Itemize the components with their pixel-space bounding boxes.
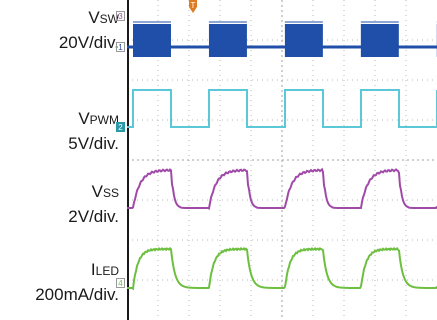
trigger-arrow (189, 0, 197, 13)
trigger-label: T (191, 1, 196, 10)
channel-2-marker: 2 (116, 122, 125, 132)
vpwm-name: VPWM (78, 109, 119, 128)
vsw-scale: 20V/div. (58, 33, 119, 52)
channel-3-marker: 3 (116, 11, 125, 21)
vsw-burst (133, 24, 171, 57)
channel-4-marker: 4 (116, 278, 125, 288)
vsw-trace (127, 21, 437, 57)
grid (127, 0, 437, 320)
vss-label: VSS 2V/div. (68, 180, 119, 229)
vsw-burst (360, 24, 399, 57)
vpwm-scale: 5V/div. (68, 134, 119, 153)
vss-scale: 2V/div. (68, 207, 119, 226)
vss-trace (127, 167, 437, 210)
channel-1-marker: 1 (116, 42, 125, 52)
vsw-burst (208, 24, 247, 57)
vss-name: VSS (91, 182, 119, 201)
vsw-burst (284, 24, 323, 57)
vpwm-trace (127, 89, 437, 128)
iled-label: ILED 200mA/div. (35, 258, 119, 307)
oscilloscope-plot: T (127, 0, 437, 320)
iled-scale: 200mA/div. (35, 285, 119, 304)
vsw-label: VSW 20V/div. (59, 6, 119, 55)
vsw-name: VSW (88, 8, 119, 27)
iled-name: ILED (90, 260, 119, 279)
iled-trace (127, 246, 437, 291)
vpwm-label: VPWM 5V/div. (68, 107, 119, 156)
traces (127, 21, 437, 291)
trigger-marker: T (189, 0, 197, 13)
